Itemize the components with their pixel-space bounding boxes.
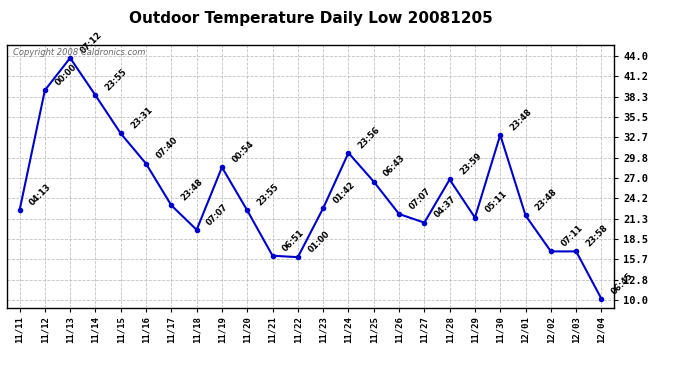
Text: 04:13: 04:13 <box>28 183 53 208</box>
Text: 23:48: 23:48 <box>534 188 559 213</box>
Text: 06:43: 06:43 <box>382 154 407 179</box>
Text: 23:59: 23:59 <box>458 152 483 177</box>
Text: 04:37: 04:37 <box>433 195 457 220</box>
Text: 01:42: 01:42 <box>331 180 357 206</box>
Text: 07:07: 07:07 <box>205 202 230 227</box>
Text: 05:11: 05:11 <box>483 189 509 215</box>
Text: 07:12: 07:12 <box>79 30 103 55</box>
Text: 23:55: 23:55 <box>255 182 281 208</box>
Text: 01:00: 01:00 <box>306 229 331 254</box>
Text: 23:55: 23:55 <box>104 67 129 93</box>
Text: 07:40: 07:40 <box>155 136 179 161</box>
Text: 06:45: 06:45 <box>610 271 635 296</box>
Text: 23:48: 23:48 <box>179 177 205 203</box>
Text: 23:31: 23:31 <box>129 105 155 130</box>
Text: 23:48: 23:48 <box>509 107 534 132</box>
Text: 23:56: 23:56 <box>357 125 382 150</box>
Text: 07:11: 07:11 <box>559 224 584 249</box>
Text: 00:54: 00:54 <box>230 139 255 165</box>
Text: Copyright 2008 Caldronics.com: Copyright 2008 Caldronics.com <box>13 48 146 57</box>
Text: Outdoor Temperature Daily Low 20081205: Outdoor Temperature Daily Low 20081205 <box>128 11 493 26</box>
Text: 06:51: 06:51 <box>281 228 306 253</box>
Text: 23:58: 23:58 <box>584 224 610 249</box>
Text: 07:07: 07:07 <box>407 186 433 211</box>
Text: 00:00: 00:00 <box>53 63 78 87</box>
